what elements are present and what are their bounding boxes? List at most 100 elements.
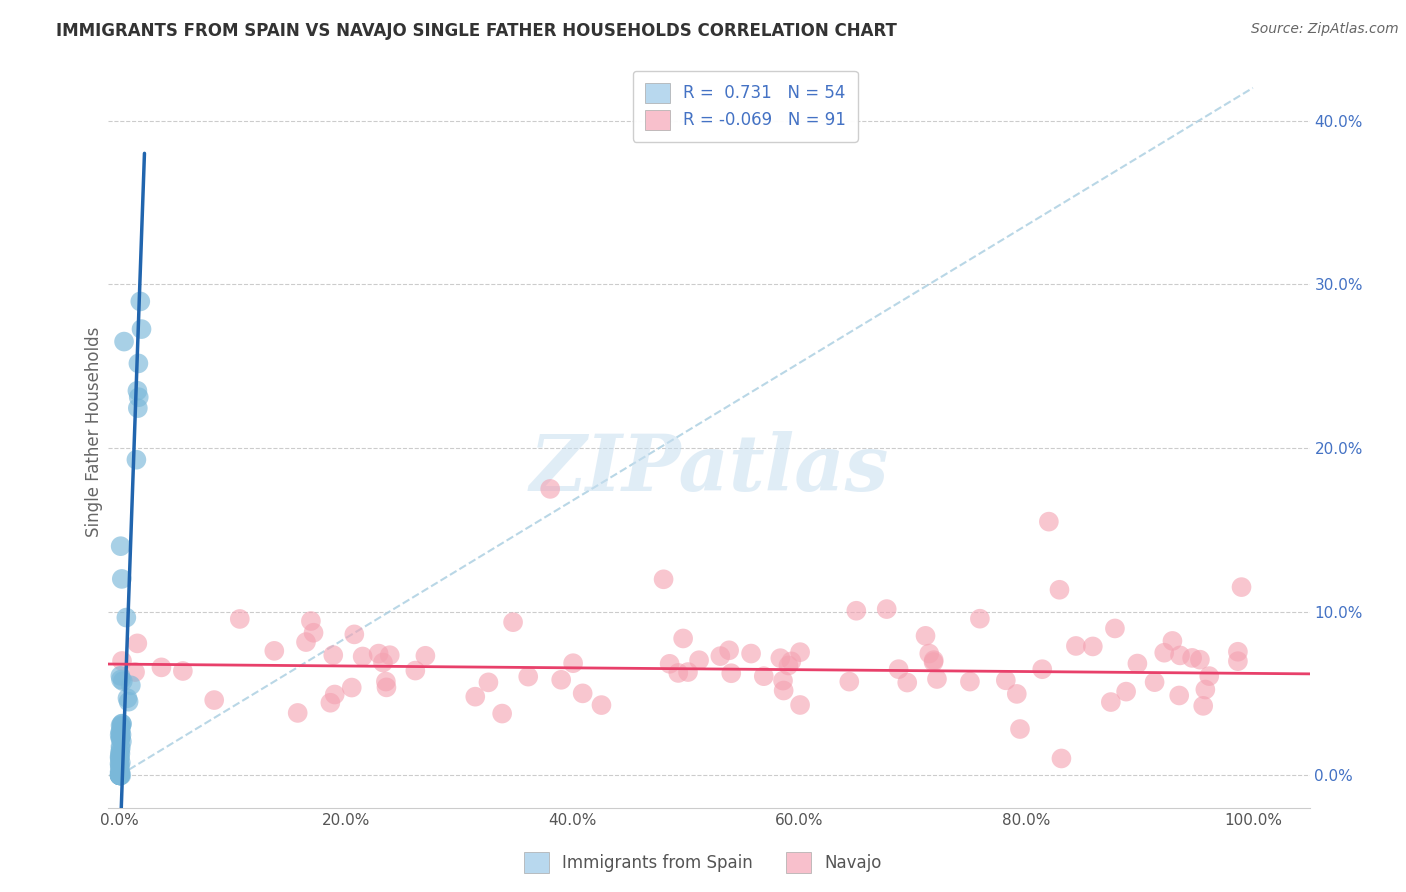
Point: [110, 741, 132, 756]
Point: [108, 768, 131, 782]
Point: [375, 681, 398, 695]
Point: [108, 756, 131, 771]
Point: [477, 675, 499, 690]
Point: [517, 670, 540, 684]
Point: [1115, 684, 1137, 698]
Point: [720, 666, 742, 681]
Point: [1198, 669, 1220, 683]
Point: [127, 636, 149, 650]
Point: [1081, 640, 1104, 654]
Point: [110, 731, 132, 746]
Point: [108, 750, 131, 764]
Text: Source: ZipAtlas.com: Source: ZipAtlas.com: [1251, 22, 1399, 37]
Point: [780, 654, 803, 668]
Point: [110, 728, 132, 742]
Point: [120, 678, 142, 692]
Point: [658, 657, 681, 671]
Point: [108, 768, 131, 782]
Point: [108, 768, 131, 782]
Point: [538, 482, 561, 496]
Point: [550, 673, 572, 687]
Point: [110, 731, 132, 746]
Point: [108, 765, 131, 780]
Point: [125, 452, 148, 467]
Point: [110, 747, 132, 761]
Point: [415, 648, 437, 663]
Point: [131, 322, 153, 336]
Point: [108, 746, 131, 760]
Point: [110, 669, 132, 683]
Point: [127, 401, 149, 416]
Point: [202, 693, 225, 707]
Point: [108, 752, 131, 766]
Point: [789, 645, 811, 659]
Point: [1038, 515, 1060, 529]
Point: [752, 669, 775, 683]
Point: [672, 632, 695, 646]
Point: [323, 688, 346, 702]
Point: [108, 768, 131, 782]
Point: [1050, 751, 1073, 765]
Point: [838, 674, 860, 689]
Point: [302, 625, 325, 640]
Point: [922, 655, 945, 669]
Point: [115, 610, 138, 624]
Point: [110, 724, 132, 739]
Point: [117, 691, 139, 706]
Point: [1064, 639, 1087, 653]
Point: [127, 384, 149, 398]
Point: [959, 674, 981, 689]
Point: [1005, 687, 1028, 701]
Point: [1192, 698, 1215, 713]
Point: [127, 356, 149, 370]
Point: [110, 756, 132, 770]
Point: [789, 698, 811, 712]
Y-axis label: Single Father Households: Single Father Households: [86, 326, 103, 537]
Point: [918, 647, 941, 661]
Point: [299, 614, 322, 628]
Point: [111, 717, 134, 731]
Point: [108, 768, 131, 782]
Point: [709, 649, 731, 664]
Legend: Immigrants from Spain, Navajo: Immigrants from Spain, Navajo: [517, 846, 889, 880]
Point: [110, 539, 132, 553]
Point: [111, 716, 134, 731]
Text: ZIPatlas: ZIPatlas: [529, 431, 889, 508]
Point: [1153, 646, 1175, 660]
Point: [108, 768, 131, 782]
Point: [110, 768, 132, 782]
Point: [111, 572, 134, 586]
Point: [367, 647, 389, 661]
Point: [371, 656, 394, 670]
Point: [562, 656, 585, 670]
Point: [352, 649, 374, 664]
Point: [108, 757, 131, 772]
Point: [1226, 654, 1249, 668]
Point: [914, 629, 936, 643]
Point: [263, 644, 285, 658]
Point: [994, 673, 1017, 688]
Point: [1099, 695, 1122, 709]
Point: [887, 662, 910, 676]
Point: [591, 698, 613, 712]
Point: [112, 334, 135, 349]
Point: [108, 764, 131, 779]
Point: [108, 728, 131, 742]
Point: [108, 725, 131, 739]
Point: [1031, 662, 1053, 676]
Point: [128, 390, 150, 404]
Point: [491, 706, 513, 721]
Point: [108, 768, 131, 782]
Point: [1168, 648, 1191, 663]
Point: [502, 615, 524, 630]
Point: [322, 648, 344, 662]
Point: [111, 674, 134, 689]
Point: [150, 660, 173, 674]
Point: [108, 768, 131, 782]
Point: [378, 648, 401, 663]
Point: [740, 647, 762, 661]
Point: [340, 681, 363, 695]
Point: [1143, 675, 1166, 690]
Point: [295, 635, 318, 649]
Point: [1226, 645, 1249, 659]
